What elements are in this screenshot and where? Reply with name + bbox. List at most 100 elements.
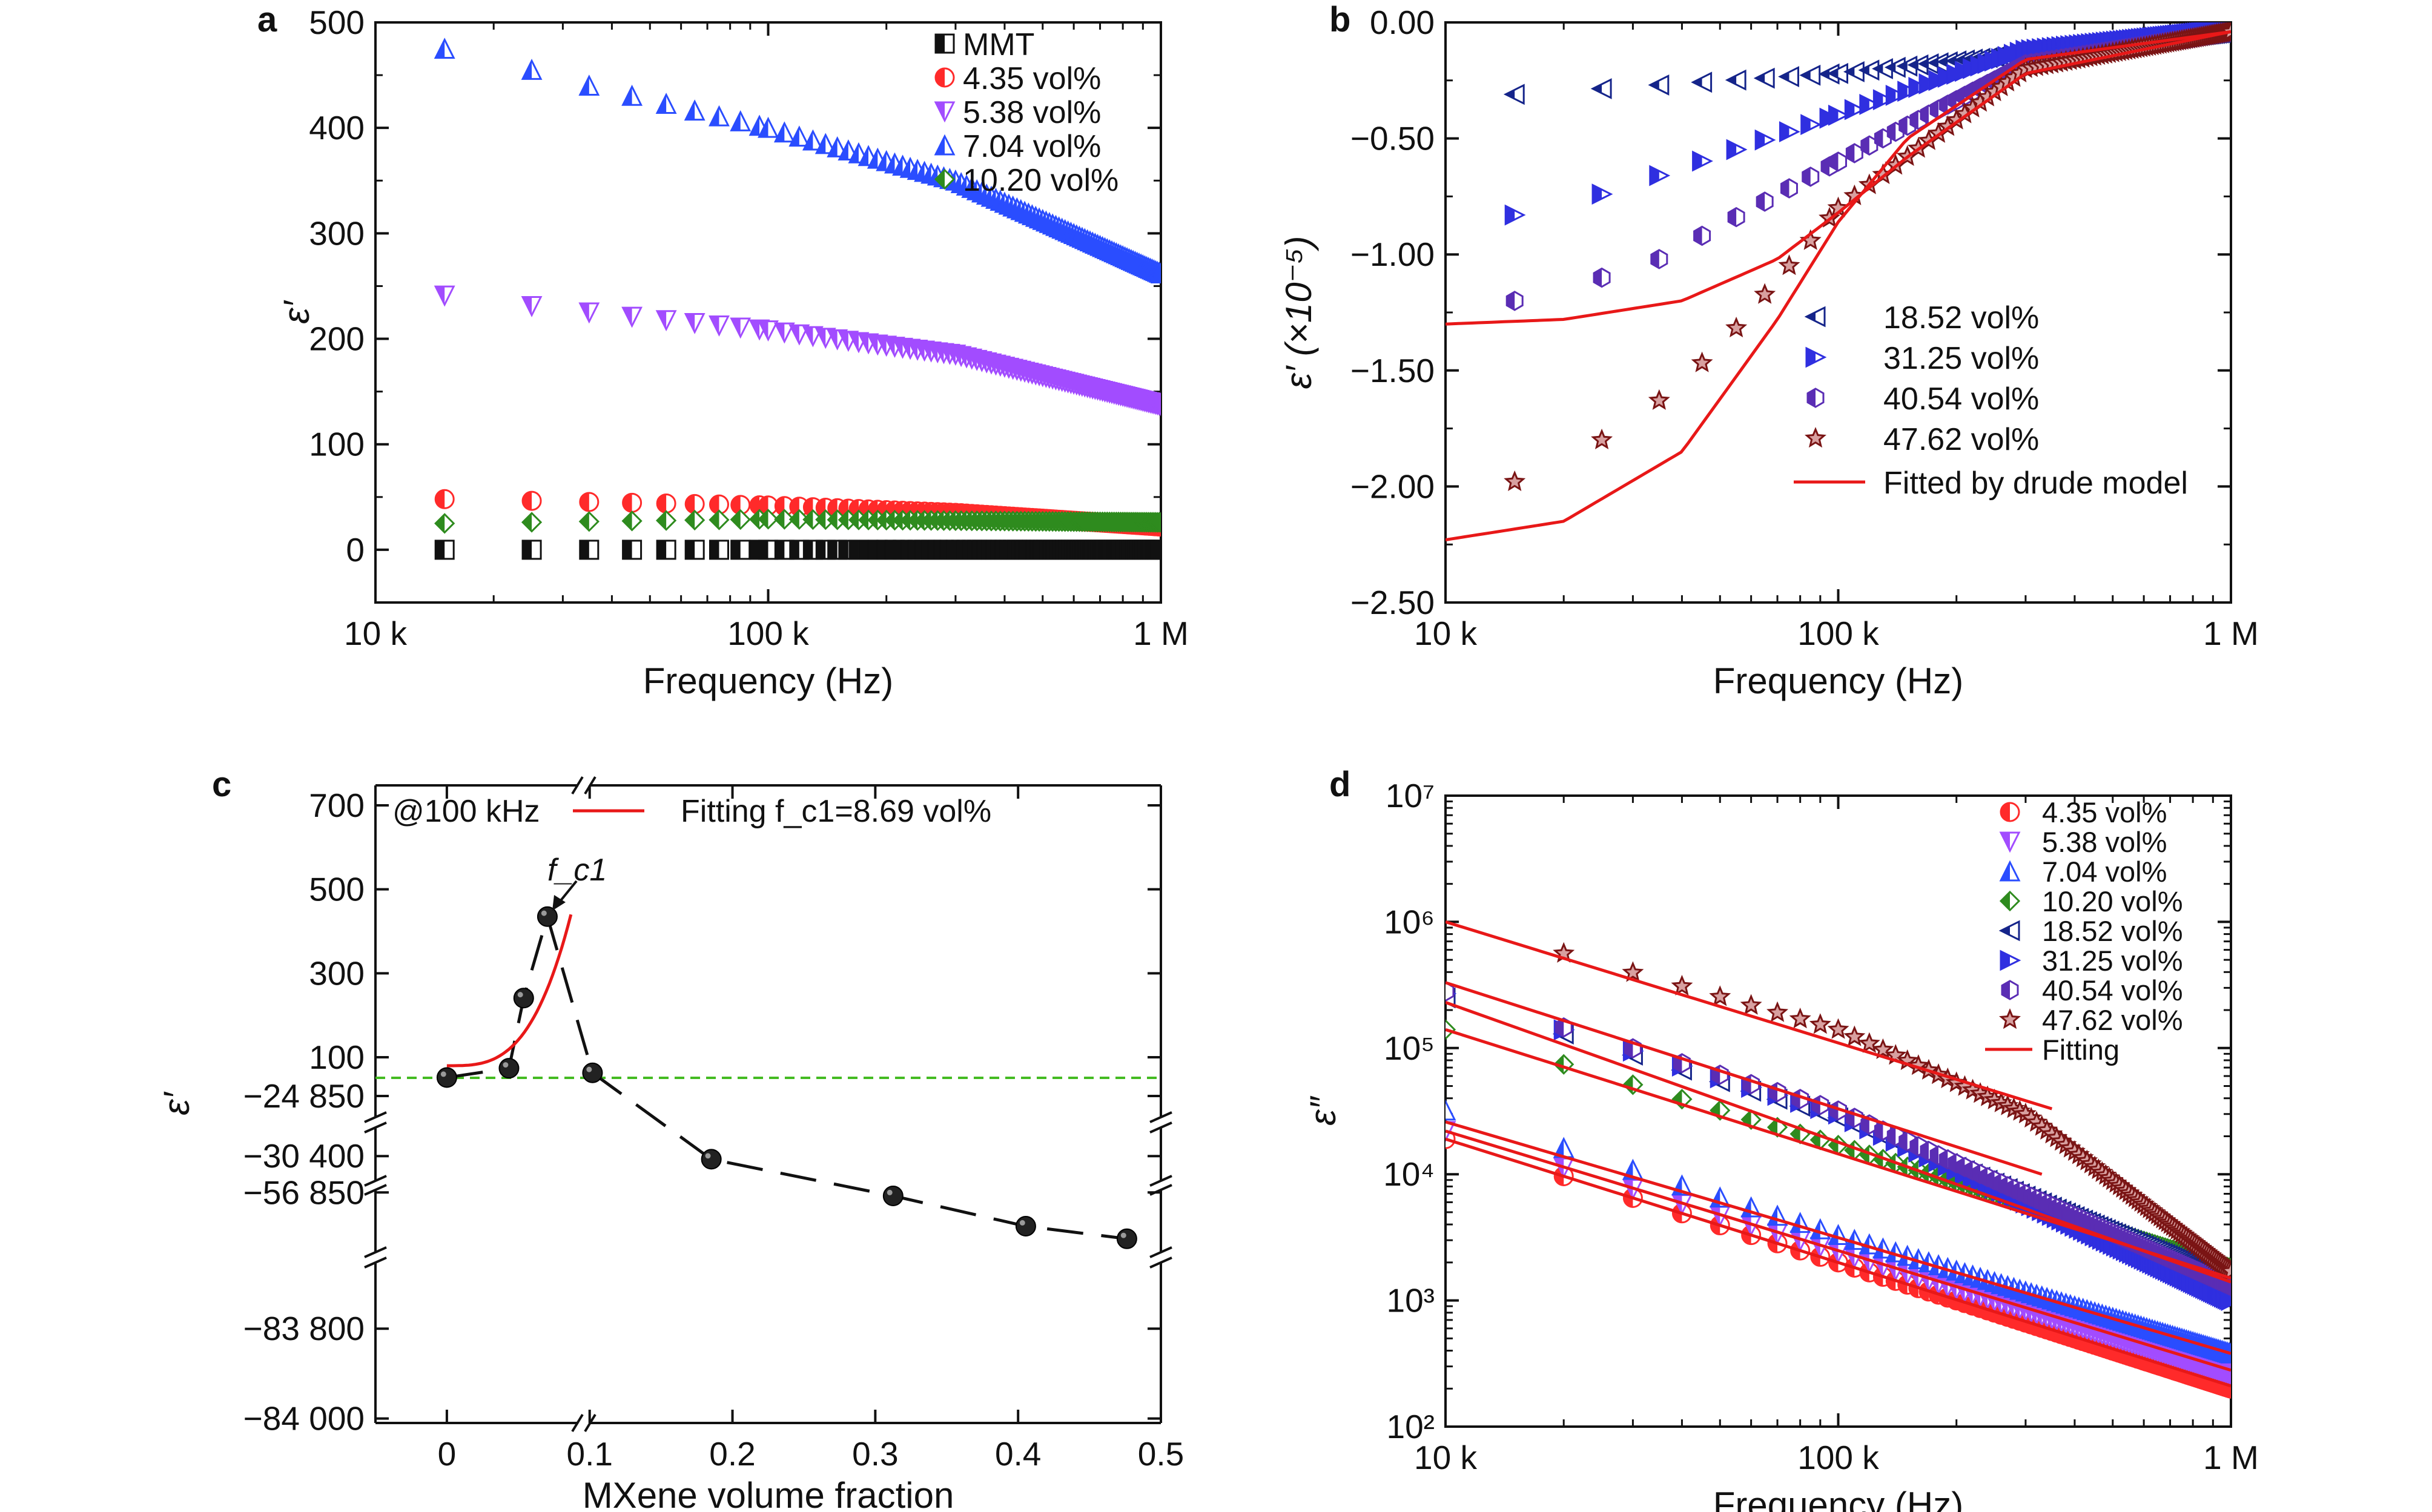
marker-fill xyxy=(928,511,938,530)
marker-fill xyxy=(1972,1164,1981,1183)
plot-frame xyxy=(1444,21,2232,604)
data-point xyxy=(1150,262,1161,284)
marker-outline xyxy=(537,906,558,927)
marker-fill xyxy=(1555,1138,1564,1157)
marker-fill xyxy=(1919,74,1929,93)
y-axis: 0.00−0.50−1.00−1.50−2.00−2.50 xyxy=(1350,4,2231,621)
data-point xyxy=(434,513,455,534)
marker-fill xyxy=(859,510,869,529)
marker-fill xyxy=(523,540,532,559)
axis-break-mark xyxy=(364,1175,387,1187)
marker-fill xyxy=(1806,348,1816,366)
fit-line xyxy=(1446,30,2231,326)
x-axis-title: Frequency (Hz) xyxy=(643,661,893,701)
data-point xyxy=(788,324,810,346)
data-point xyxy=(1779,121,1800,143)
marker-fill xyxy=(849,540,859,559)
marker-fill xyxy=(1822,157,1830,176)
marker-fill xyxy=(750,510,760,529)
marker-fill xyxy=(962,179,972,197)
marker-outline xyxy=(1648,389,1670,410)
marker-fill xyxy=(1829,106,1839,125)
legend-label: 40.54 vol% xyxy=(1883,381,2039,417)
marker-fill xyxy=(816,510,826,529)
marker-outline xyxy=(1591,428,1613,450)
marker-fill xyxy=(759,119,768,137)
marker-fill xyxy=(1929,71,1939,90)
marker-fill xyxy=(936,68,945,87)
marker-fill xyxy=(1594,268,1602,287)
legend: 18.52 vol%31.25 vol%40.54 vol%47.62 vol%… xyxy=(1794,300,2188,501)
marker-fill xyxy=(657,540,667,559)
marker-fill xyxy=(1436,1101,1446,1120)
marker-fill xyxy=(1593,79,1611,98)
data-point xyxy=(622,540,643,560)
marker-fill xyxy=(1860,1146,1869,1164)
marker-outline xyxy=(1116,1228,1137,1249)
marker-fill xyxy=(750,540,760,559)
marker-fill xyxy=(868,150,878,168)
marker-fill xyxy=(804,131,813,150)
marker-highlight xyxy=(517,992,523,998)
data-point xyxy=(1829,151,1847,172)
marker-fill xyxy=(1886,86,1896,105)
data-point xyxy=(1885,84,1907,106)
x-minor-ticks xyxy=(1562,22,2214,602)
annotation-fc1: f_c1 xyxy=(547,853,607,888)
data-point xyxy=(1015,1216,1036,1236)
marker-fill xyxy=(1874,1150,1883,1169)
marker-fill xyxy=(1806,308,1825,326)
marker-fill xyxy=(1910,111,1918,130)
data-point xyxy=(758,116,779,138)
data-point xyxy=(802,326,824,348)
marker-fill xyxy=(1505,85,1524,104)
data-point xyxy=(579,492,600,512)
legend-label: MMT xyxy=(963,27,1034,62)
marker-fill xyxy=(1874,1239,1883,1258)
data-point xyxy=(1908,76,1930,98)
marker-fill xyxy=(839,331,848,350)
data-point xyxy=(521,540,542,560)
y-axis-title: ε′ xyxy=(276,300,317,323)
data-point xyxy=(655,93,677,114)
marker-fill xyxy=(1845,100,1855,119)
marker-fill xyxy=(790,127,799,146)
marker-fill xyxy=(934,511,944,530)
marker-fill xyxy=(686,510,695,529)
marker-outline xyxy=(1446,981,1455,1002)
panel-label: a xyxy=(257,0,277,39)
y-tick-label: 100 xyxy=(309,426,365,463)
marker-fill xyxy=(1152,513,1161,532)
legend-marker xyxy=(934,168,956,190)
marker-fill xyxy=(775,540,785,559)
data-point xyxy=(579,540,600,560)
marker-fill xyxy=(1861,1115,1869,1134)
y-tick-label: 10⁵ xyxy=(1384,1029,1435,1067)
x-tick-label: 0.3 xyxy=(852,1435,898,1473)
data-point xyxy=(709,509,730,530)
y-tick-label: 10² xyxy=(1387,1408,1435,1445)
data-point xyxy=(701,1149,722,1170)
marker-fill xyxy=(1624,1180,1633,1198)
marker-fill xyxy=(1955,62,1965,81)
marker-fill xyxy=(1693,152,1702,171)
data-point xyxy=(656,540,676,560)
marker-fill xyxy=(885,154,895,173)
marker-fill xyxy=(893,338,903,357)
marker-outline xyxy=(882,1186,904,1206)
marker-fill xyxy=(686,540,695,559)
marker-fill xyxy=(982,187,991,206)
data-point xyxy=(882,1186,904,1206)
marker-fill xyxy=(977,185,987,204)
marker-fill xyxy=(523,492,532,510)
marker-fill xyxy=(816,134,826,153)
x-tick-label: 1 M xyxy=(2203,615,2259,652)
y-tick-label: −1.50 xyxy=(1350,352,1435,389)
marker-fill xyxy=(1811,1220,1820,1239)
marker-fill xyxy=(839,510,848,529)
data-point xyxy=(436,1067,457,1088)
panel-label: c xyxy=(212,765,231,804)
marker-fill xyxy=(731,495,741,514)
